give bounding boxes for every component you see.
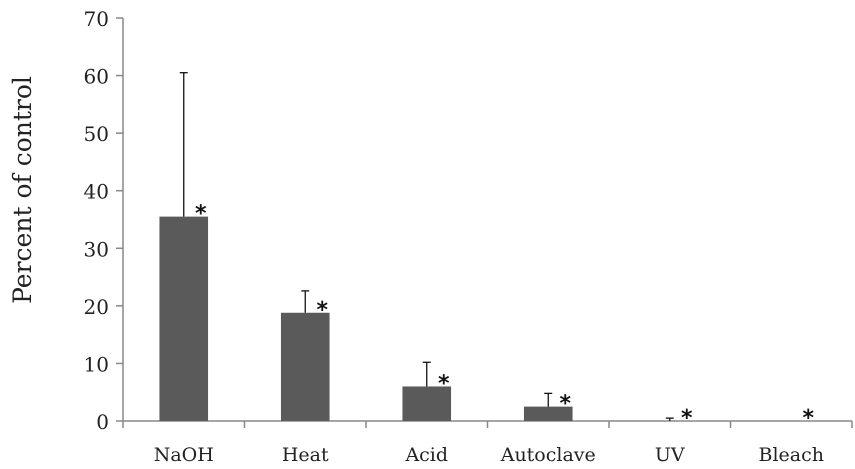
y-axis: 0 10 20 30 40 50 60 70: [84, 7, 124, 434]
bars: * * * * * *: [159, 72, 814, 431]
significance-marker: *: [559, 392, 571, 417]
x-tick-label: NaOH: [154, 444, 214, 466]
bar: [402, 386, 452, 421]
x-tick-label: Autoclave: [500, 444, 596, 466]
y-tick-label: 60: [84, 65, 109, 89]
x-tick-label: UV: [655, 444, 685, 466]
y-tick-label: 20: [84, 295, 109, 319]
bar: [159, 216, 209, 421]
significance-marker: *: [195, 202, 207, 227]
bar: [523, 406, 573, 421]
y-axis-title: Percent of control: [8, 76, 37, 304]
significance-marker: *: [438, 371, 450, 396]
significance-marker: *: [681, 406, 693, 431]
x-axis: NaOH Heat Acid Autoclave UV Bleach: [122, 420, 853, 466]
y-tick-label: 40: [84, 180, 109, 204]
significance-marker: *: [316, 298, 328, 323]
x-tick-label: Bleach: [759, 444, 825, 466]
x-tick-label: Heat: [282, 444, 329, 466]
y-tick-label: 70: [84, 7, 109, 31]
y-tick-label: 50: [84, 122, 109, 146]
x-tick-label: Acid: [404, 444, 448, 466]
y-tick-label: 10: [84, 352, 109, 376]
significance-marker: *: [802, 406, 814, 431]
y-tick-label: 30: [84, 237, 109, 261]
bar: [280, 312, 330, 421]
y-tick-label: 0: [96, 410, 109, 434]
